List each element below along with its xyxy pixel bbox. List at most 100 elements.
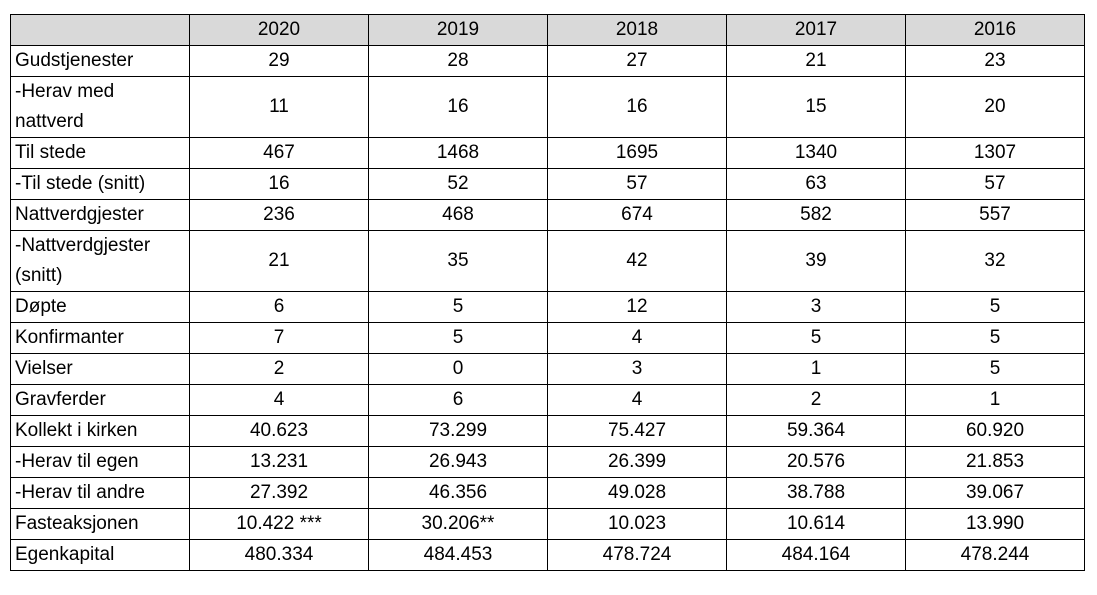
table-cell: 39.067 <box>905 477 1085 509</box>
table-cell: 478.724 <box>547 539 727 571</box>
row-label: Døpte <box>10 291 190 323</box>
row-label: -Herav til andre <box>10 477 190 509</box>
table-cell: 13.231 <box>189 446 369 478</box>
header-cell-year: 2019 <box>368 14 548 46</box>
row-label: Kollekt i kirken <box>10 415 190 447</box>
row-label: -Herav med nattverd <box>10 76 190 138</box>
table-cell: 21 <box>189 230 369 292</box>
table-cell: 60.920 <box>905 415 1085 447</box>
table-cell: 13.990 <box>905 508 1085 540</box>
row-label: Gravferder <box>10 384 190 416</box>
table-row: Gudstjenester 29 28 27 21 23 <box>10 45 1085 77</box>
table-cell: 1307 <box>905 137 1085 169</box>
table-cell: 7 <box>189 322 369 354</box>
table-cell: 0 <box>368 353 548 385</box>
table-cell: 5 <box>726 322 906 354</box>
row-label: Nattverdgjester <box>10 199 190 231</box>
table-cell: 20 <box>905 76 1085 138</box>
table-cell: 484.453 <box>368 539 548 571</box>
table-cell: 478.244 <box>905 539 1085 571</box>
table-row: Konfirmanter 7 5 4 5 5 <box>10 322 1085 354</box>
row-label: Konfirmanter <box>10 322 190 354</box>
header-cell-year: 2020 <box>189 14 369 46</box>
table-cell: 12 <box>547 291 727 323</box>
table-cell: 6 <box>368 384 548 416</box>
table-cell: 468 <box>368 199 548 231</box>
table-row: Til stede 467 1468 1695 1340 1307 <box>10 137 1085 169</box>
table-cell: 4 <box>189 384 369 416</box>
table-cell: 52 <box>368 168 548 200</box>
table-cell: 1 <box>726 353 906 385</box>
header-row: 2020 2019 2018 2017 2016 <box>10 14 1085 46</box>
table-cell: 49.028 <box>547 477 727 509</box>
table-row: Fasteaksjonen 10.422 *** 30.206** 10.023… <box>10 508 1085 540</box>
row-label: Til stede <box>10 137 190 169</box>
table-cell: 674 <box>547 199 727 231</box>
table-cell: 27 <box>547 45 727 77</box>
table-cell: 557 <box>905 199 1085 231</box>
table-row: Døpte 6 5 12 3 5 <box>10 291 1085 323</box>
table-row: Egenkapital 480.334 484.453 478.724 484.… <box>10 539 1085 571</box>
row-label: -Nattverdgjester (snitt) <box>10 230 190 292</box>
table-cell: 15 <box>726 76 906 138</box>
table-cell: 5 <box>368 322 548 354</box>
table-cell: 40.623 <box>189 415 369 447</box>
table-cell: 2 <box>189 353 369 385</box>
table-cell: 73.299 <box>368 415 548 447</box>
table-cell: 484.164 <box>726 539 906 571</box>
table-cell: 16 <box>547 76 727 138</box>
table-cell: 59.364 <box>726 415 906 447</box>
row-label: Egenkapital <box>10 539 190 571</box>
table-cell: 21 <box>726 45 906 77</box>
table-cell: 35 <box>368 230 548 292</box>
table-cell: 63 <box>726 168 906 200</box>
table-cell: 39 <box>726 230 906 292</box>
table-cell: 2 <box>726 384 906 416</box>
table-row: -Herav til egen 13.231 26.943 26.399 20.… <box>10 446 1085 478</box>
table-cell: 10.023 <box>547 508 727 540</box>
table-cell: 10.422 *** <box>189 508 369 540</box>
table-cell: 75.427 <box>547 415 727 447</box>
row-label: Gudstjenester <box>10 45 190 77</box>
table-row: -Nattverdgjester (snitt) 21 35 42 39 32 <box>10 230 1085 292</box>
header-cell-year: 2018 <box>547 14 727 46</box>
header-cell-year: 2017 <box>726 14 906 46</box>
table-cell: 16 <box>189 168 369 200</box>
table-cell: 16 <box>368 76 548 138</box>
table-cell: 21.853 <box>905 446 1085 478</box>
table-cell: 28 <box>368 45 548 77</box>
table-cell: 1 <box>905 384 1085 416</box>
table-cell: 42 <box>547 230 727 292</box>
table-row: Gravferder 4 6 4 2 1 <box>10 384 1085 416</box>
row-label: -Herav til egen <box>10 446 190 478</box>
table-cell: 1468 <box>368 137 548 169</box>
table-row: Nattverdgjester 236 468 674 582 557 <box>10 199 1085 231</box>
table-cell: 29 <box>189 45 369 77</box>
statistics-table: 2020 2019 2018 2017 2016 Gudstjenester 2… <box>10 14 1085 571</box>
table-cell: 57 <box>905 168 1085 200</box>
table-cell: 5 <box>905 322 1085 354</box>
table-cell: 467 <box>189 137 369 169</box>
table-cell: 20.576 <box>726 446 906 478</box>
table-cell: 38.788 <box>726 477 906 509</box>
header-cell-empty <box>10 14 190 46</box>
row-label: Vielser <box>10 353 190 385</box>
table-row: Vielser 2 0 3 1 5 <box>10 353 1085 385</box>
table-cell: 5 <box>905 291 1085 323</box>
table-cell: 3 <box>547 353 727 385</box>
row-label: Fasteaksjonen <box>10 508 190 540</box>
table-row: -Herav med nattverd 11 16 16 15 20 <box>10 76 1085 138</box>
table-cell: 582 <box>726 199 906 231</box>
table-cell: 27.392 <box>189 477 369 509</box>
table-cell: 236 <box>189 199 369 231</box>
table-cell: 480.334 <box>189 539 369 571</box>
table-cell: 10.614 <box>726 508 906 540</box>
header-cell-year: 2016 <box>905 14 1085 46</box>
table-cell: 32 <box>905 230 1085 292</box>
table-cell: 46.356 <box>368 477 548 509</box>
table-cell: 1695 <box>547 137 727 169</box>
table-cell: 6 <box>189 291 369 323</box>
table-cell: 11 <box>189 76 369 138</box>
table-row: -Herav til andre 27.392 46.356 49.028 38… <box>10 477 1085 509</box>
table-cell: 23 <box>905 45 1085 77</box>
